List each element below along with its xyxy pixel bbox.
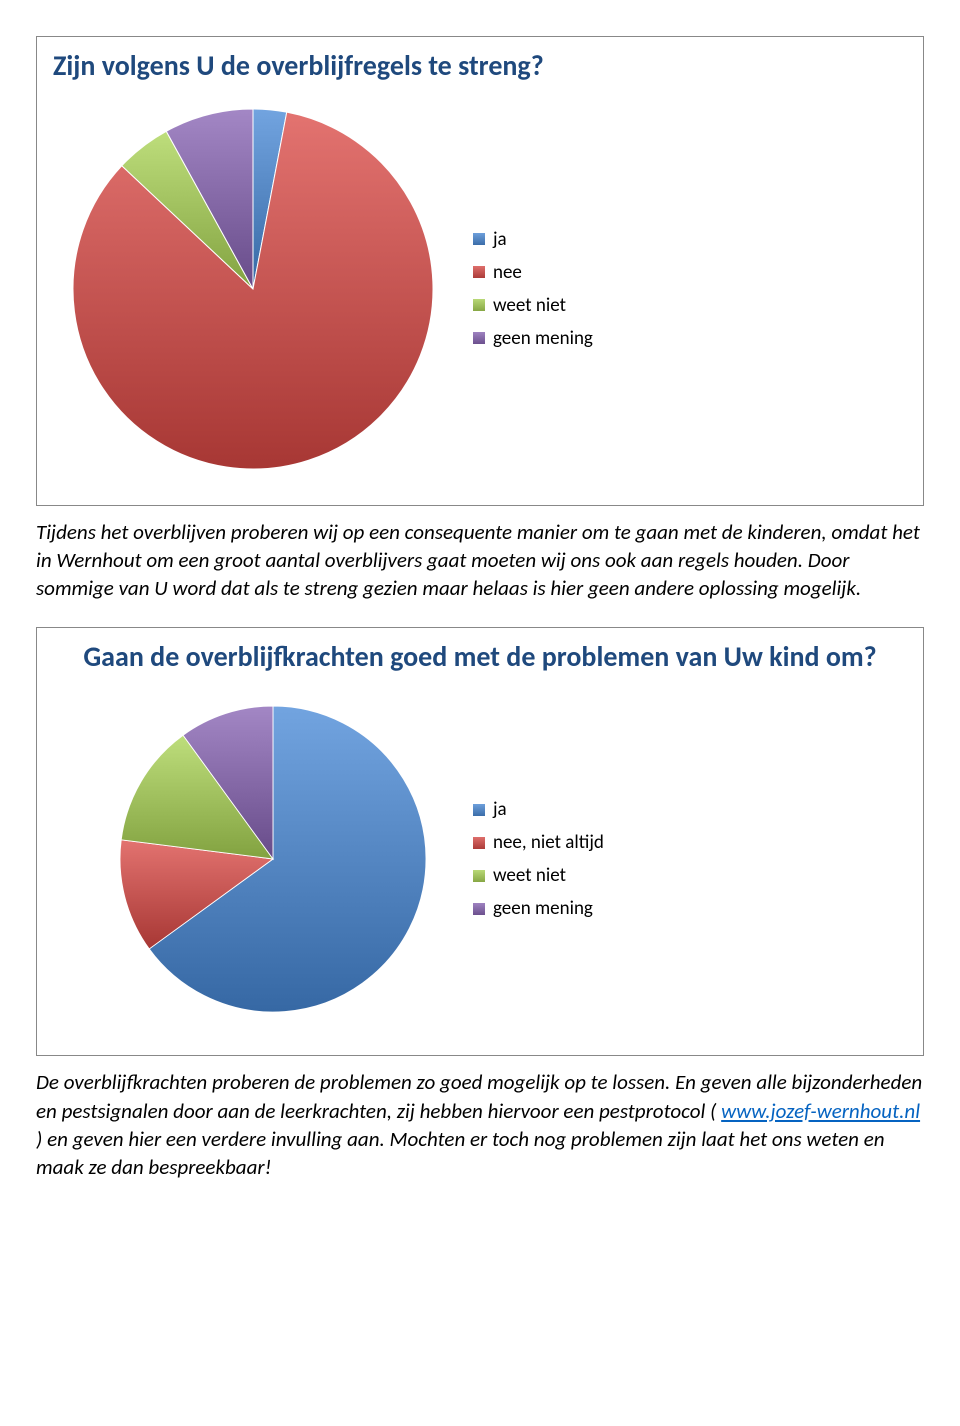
legend-item: nee — [473, 261, 907, 284]
legend-label: geen mening — [493, 897, 593, 920]
legend-label: ja — [493, 228, 507, 251]
chart-box-2: Gaan de overblijfkrachten goed met de pr… — [36, 627, 924, 1057]
paragraph-1: Tijdens het overblijven proberen wij op … — [36, 518, 924, 603]
legend-swatch — [473, 870, 485, 882]
para2-text-2: ) en geven hier een verdere invulling aa… — [36, 1126, 885, 1180]
legend-item: weet niet — [473, 864, 907, 887]
legend-swatch — [473, 837, 485, 849]
legend-swatch — [473, 804, 485, 816]
paragraph-2: De overblijfkrachten proberen de problem… — [36, 1068, 924, 1181]
chart2-svg — [93, 679, 453, 1039]
chart2-legend: ja nee, niet altijd weet niet geen mening — [473, 798, 907, 920]
legend-swatch — [473, 299, 485, 311]
chart1-svg — [53, 89, 453, 489]
chart1-legend: ja nee weet niet geen mening — [473, 228, 907, 350]
legend-swatch — [473, 332, 485, 344]
legend-label: ja — [493, 798, 507, 821]
legend-item: ja — [473, 798, 907, 821]
chart2-title: Gaan de overblijfkrachten goed met de pr… — [53, 640, 907, 674]
para2-link[interactable]: www.jozef-wernhout.nl — [721, 1098, 920, 1124]
chart2-body: ja nee, niet altijd weet niet geen mening — [53, 679, 907, 1039]
legend-label: geen mening — [493, 327, 593, 350]
chart1-title: Zijn volgens U de overblijfregels te str… — [53, 49, 907, 83]
legend-swatch — [473, 233, 485, 245]
legend-item: geen mening — [473, 327, 907, 350]
legend-item: nee, niet altijd — [473, 831, 907, 854]
chart1-body: ja nee weet niet geen mening — [53, 89, 907, 489]
chart2-pie — [93, 679, 453, 1039]
chart-box-1: Zijn volgens U de overblijfregels te str… — [36, 36, 924, 506]
legend-swatch — [473, 266, 485, 278]
legend-item: weet niet — [473, 294, 907, 317]
legend-item: geen mening — [473, 897, 907, 920]
legend-item: ja — [473, 228, 907, 251]
legend-label: nee — [493, 261, 522, 284]
legend-label: nee, niet altijd — [493, 831, 604, 854]
legend-swatch — [473, 903, 485, 915]
chart1-pie — [53, 89, 453, 489]
legend-label: weet niet — [493, 864, 566, 887]
legend-label: weet niet — [493, 294, 566, 317]
